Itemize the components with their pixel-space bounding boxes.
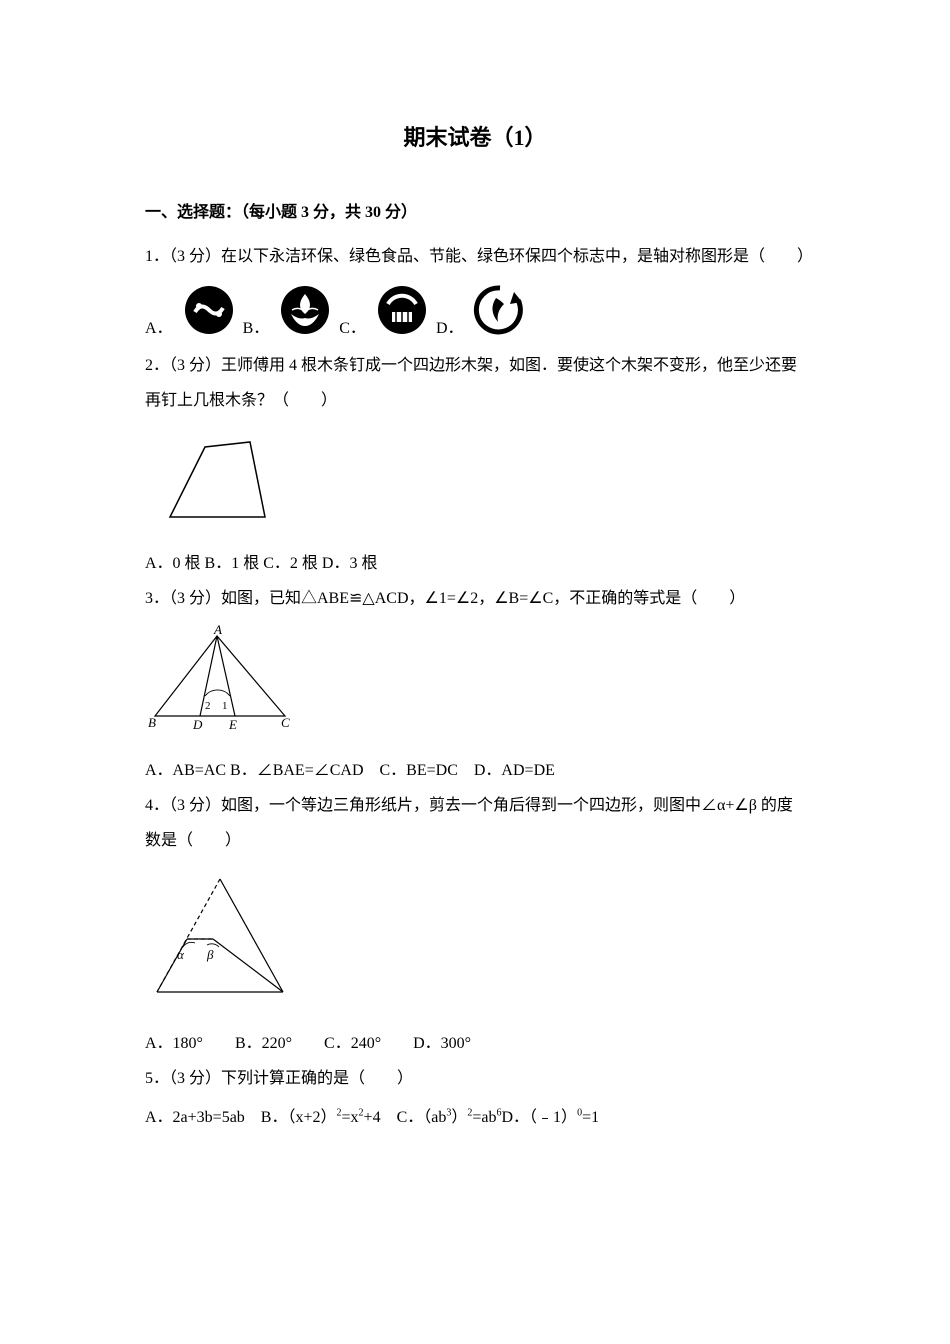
- svg-text:B: B: [148, 715, 156, 730]
- svg-text:D: D: [192, 717, 203, 732]
- q5-opt-part-b: =x: [342, 1109, 359, 1126]
- q2-figure: [145, 427, 805, 532]
- svg-text:C: C: [281, 715, 290, 730]
- q4-options: A．180° B．220° C．240° D．300°: [145, 1026, 805, 1061]
- q2-text: 2．（3 分）王师傅用 4 根木条钉成一个四边形木架，如图．要使这个木架不变形，…: [145, 348, 805, 418]
- q4-text: 4．（3 分）如图，一个等边三角形纸片，剪去一个角后得到一个四边形，则图中∠α+…: [145, 788, 805, 858]
- q3-figure: A B C D E 2 1: [145, 624, 805, 739]
- page-title: 期末试卷（1）: [145, 120, 805, 152]
- q5-opt-part-g: =1: [582, 1109, 599, 1126]
- logo-energy-saving-icon: [374, 282, 430, 338]
- q1-text: 1．（3 分）在以下永洁环保、绿色食品、节能、绿色环保四个标志中，是轴对称图形是…: [145, 239, 805, 274]
- svg-text:A: A: [213, 624, 222, 637]
- q5-opt-part-f: D．（﹣1）: [502, 1109, 578, 1126]
- q5-options: A．2a+3b=5ab B．（x+2）2=x2+4 C．（ab3）2=ab6D．…: [145, 1100, 805, 1135]
- q4-figure: α β: [145, 867, 805, 1012]
- q2-options: A．0 根 B．1 根 C．2 根 D．3 根: [145, 546, 805, 581]
- q1-label-c: C．: [339, 314, 366, 338]
- q1-label-a: A．: [145, 314, 173, 338]
- q1-options-row: A． B． C． D．: [145, 282, 805, 338]
- section-header: 一、选择题：（每小题 3 分，共 30 分）: [145, 197, 805, 229]
- svg-text:β: β: [206, 947, 214, 962]
- q3-text: 3．（3 分）如图，已知△ABE≌△ACD，∠1=∠2，∠B=∠C，不正确的等式…: [145, 581, 805, 616]
- q5-opt-part-a: A．2a+3b=5ab B．（x+2）: [145, 1109, 337, 1126]
- q5-opt-part-d: ）: [451, 1109, 467, 1126]
- q5-opt-part-e: =ab: [472, 1109, 496, 1126]
- logo-green-env-icon: [472, 282, 528, 338]
- logo-yongjie-icon: [181, 282, 237, 338]
- svg-text:1: 1: [222, 700, 228, 712]
- q1-label-d: D．: [436, 314, 464, 338]
- logo-green-food-icon: [277, 282, 333, 338]
- svg-text:α: α: [177, 947, 185, 962]
- svg-text:2: 2: [205, 700, 211, 712]
- q5-text: 5．（3 分）下列计算正确的是（ ）: [145, 1061, 805, 1096]
- q1-label-b: B．: [243, 314, 270, 338]
- q3-options: A．AB=AC B．∠BAE=∠CAD C．BE=DC D．AD=DE: [145, 753, 805, 788]
- q5-opt-part-c: +4 C．（ab: [364, 1109, 447, 1126]
- svg-text:E: E: [228, 717, 237, 732]
